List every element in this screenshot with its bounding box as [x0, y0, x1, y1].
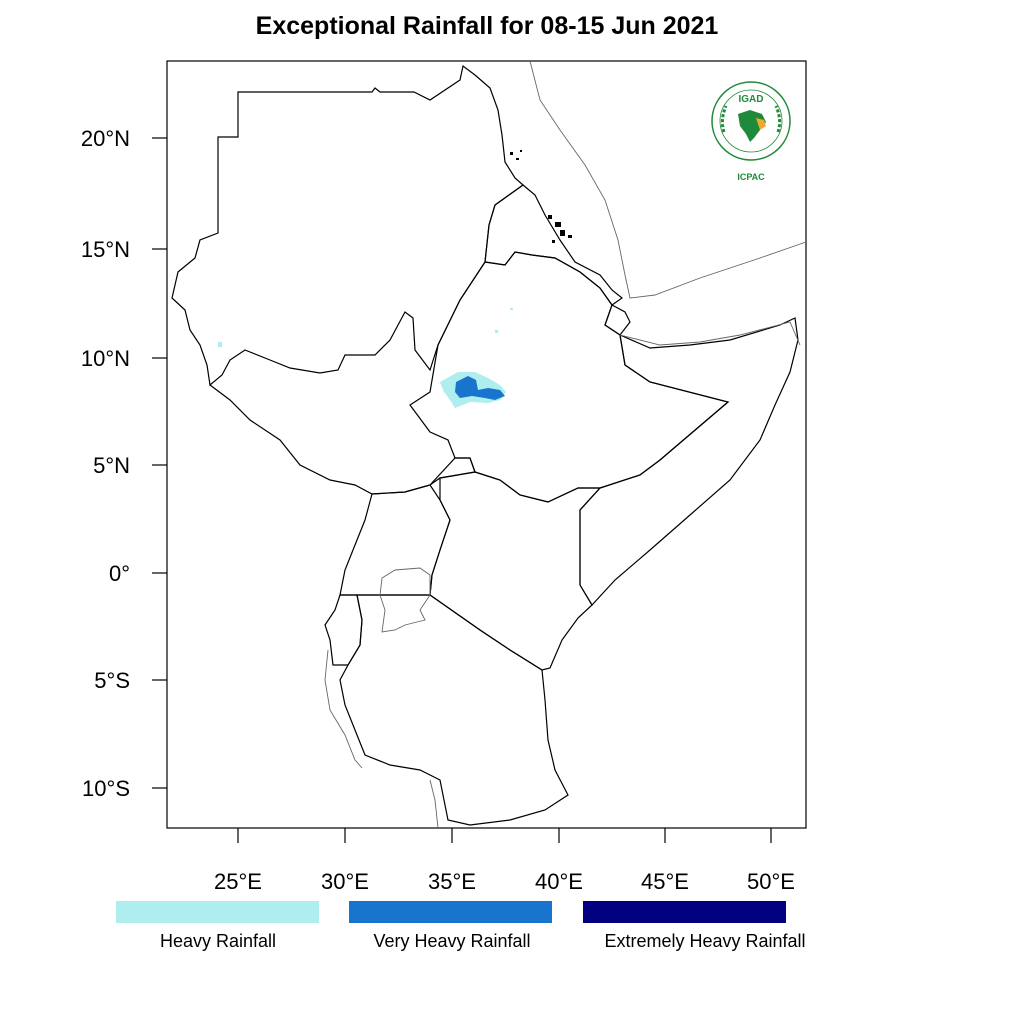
tanzania-outline — [339, 594, 569, 826]
lake-tanganyika — [324, 649, 363, 769]
somalia-outline — [579, 317, 799, 606]
logo-top-text: IGAD — [739, 94, 764, 105]
kenya-outline — [429, 471, 602, 671]
very-heavy-rainfall-area — [455, 376, 505, 400]
djibouti-outline — [604, 304, 631, 336]
lakes-and-coast — [324, 60, 807, 829]
axis-ticks — [152, 137, 772, 843]
lon-tick-labels: 25°E 30°E 35°E 40°E 45°E 50°E — [214, 869, 795, 894]
heavy-rainfall-spot — [218, 342, 222, 347]
lon-tick-label: 30°E — [321, 869, 369, 894]
igad-icpac-logo: IGAD ICPAC — [711, 81, 791, 182]
lat-tick-label: 10°N — [81, 346, 130, 371]
sudan-outline — [171, 64, 524, 387]
lon-tick-label: 50°E — [747, 869, 795, 894]
lat-tick-label: 5°S — [94, 668, 130, 693]
legend-label-heavy: Heavy Rainfall — [159, 931, 277, 951]
lat-tick-label: 5°N — [93, 453, 130, 478]
eritrea-outline — [484, 184, 624, 306]
lat-tick-label: 0° — [109, 561, 130, 586]
lat-tick-label: 15°N — [81, 237, 130, 262]
lon-tick-label: 45°E — [641, 869, 689, 894]
heavy-rainfall-spot — [510, 308, 513, 310]
south-sudan-outline — [209, 384, 476, 495]
heavy-rainfall-spot — [495, 330, 498, 333]
rwanda-burundi-outline — [324, 594, 363, 666]
lake-nyasa — [429, 779, 439, 829]
uganda-outline — [339, 484, 451, 596]
lon-tick-label: 40°E — [535, 869, 583, 894]
map-frame — [166, 60, 807, 829]
lat-tick-labels: 20°N 15°N 10°N 5°N 0° 5°S 10°S — [81, 126, 130, 801]
rainfall-patches — [218, 308, 513, 408]
country-borders — [171, 64, 799, 826]
lat-tick-label: 10°S — [82, 776, 130, 801]
legend-swatch-extremely-heavy — [583, 901, 786, 923]
red-sea-islands — [510, 150, 572, 243]
lon-tick-label: 35°E — [428, 869, 476, 894]
legend-label-extremely-heavy: Extremely Heavy Rainfall — [604, 931, 806, 951]
page-title: Exceptional Rainfall for 08-15 Jun 2021 — [255, 12, 719, 40]
lat-tick-label: 20°N — [81, 126, 130, 151]
red-sea-coast — [529, 60, 807, 299]
gulf-of-aden-coast — [619, 321, 801, 346]
lon-tick-label: 25°E — [214, 869, 262, 894]
legend-swatch-very-heavy — [349, 901, 552, 923]
legend-swatch-heavy — [116, 901, 319, 923]
legend-label-very-heavy: Very Heavy Rainfall — [373, 931, 531, 951]
lake-victoria — [379, 567, 431, 633]
logo-bottom-text: ICPAC — [737, 172, 765, 182]
